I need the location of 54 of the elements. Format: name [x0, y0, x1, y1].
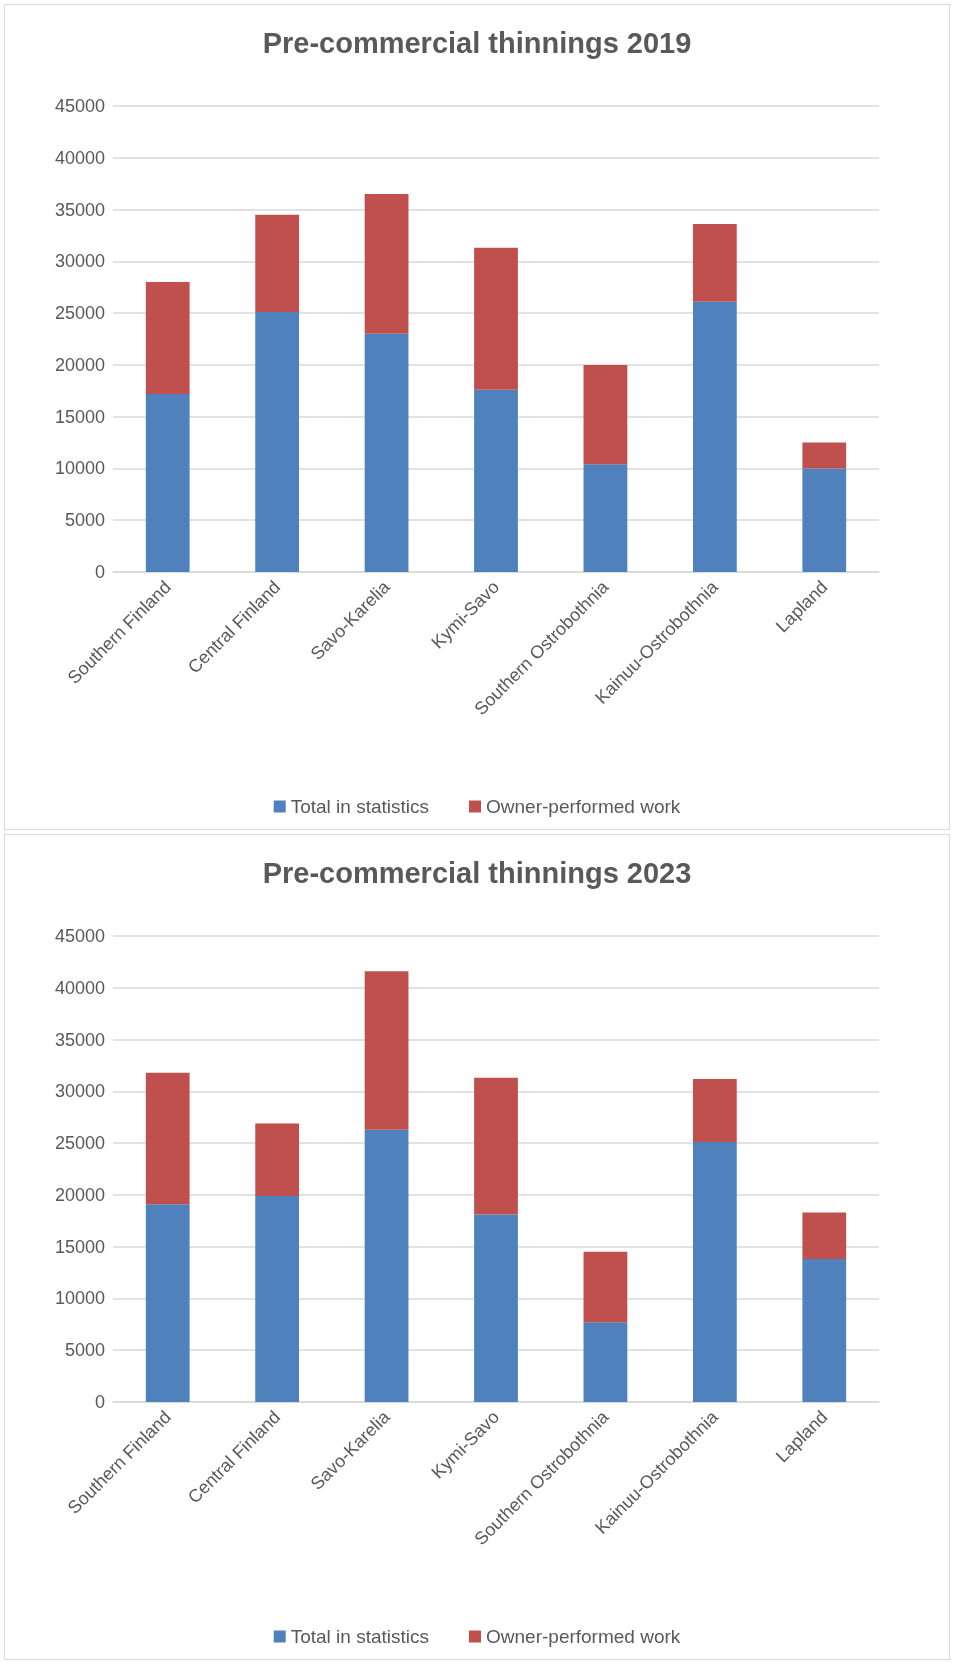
- bar: [145, 282, 190, 394]
- bar: [583, 364, 628, 465]
- bar: [583, 1251, 628, 1323]
- chart-title: Pre-commercial thinnings 2023: [262, 856, 692, 889]
- y-tick-label: 15000: [54, 1236, 105, 1257]
- y-tick-label: 45000: [54, 96, 105, 116]
- chart-title: Pre-commercial thinnings 2019: [262, 26, 692, 59]
- bar: [474, 389, 518, 572]
- y-tick-label: 25000: [54, 1133, 105, 1154]
- bar: [364, 194, 409, 334]
- y-tick-label: 30000: [54, 1081, 105, 1102]
- bar: [474, 1077, 518, 1215]
- bar: [692, 224, 737, 302]
- bar: [802, 468, 847, 572]
- bar: [692, 1078, 737, 1143]
- y-tick-label: 45000: [54, 926, 105, 946]
- legend-label: Total in statistics: [290, 1626, 430, 1647]
- bar: [255, 312, 300, 572]
- bar: [364, 333, 409, 572]
- y-tick-label: 0: [94, 562, 105, 582]
- bar: [364, 971, 409, 1130]
- y-tick-label: 25000: [54, 303, 105, 324]
- bar: [145, 393, 190, 572]
- bar: [692, 301, 737, 572]
- y-tick-label: 10000: [54, 458, 105, 479]
- y-tick-label: 35000: [54, 1029, 105, 1050]
- bar: [255, 214, 300, 313]
- bar: [145, 1204, 190, 1402]
- y-tick-label: 20000: [54, 354, 105, 375]
- y-tick-label: 5000: [64, 1340, 105, 1361]
- legend-label: Owner-performed work: [486, 1626, 681, 1647]
- bar: [364, 1129, 409, 1402]
- bar: [583, 1322, 628, 1402]
- y-tick-label: 15000: [54, 406, 105, 427]
- bar: [474, 1214, 518, 1402]
- y-tick-label: 5000: [64, 510, 105, 531]
- y-tick-label: 20000: [54, 1184, 105, 1205]
- bar: [583, 464, 628, 572]
- bar: [802, 1259, 847, 1402]
- bar: [255, 1123, 300, 1196]
- y-tick-label: 10000: [54, 1288, 105, 1309]
- bar: [802, 442, 847, 469]
- bar: [474, 247, 518, 390]
- y-tick-label: 40000: [54, 147, 105, 168]
- y-tick-label: 30000: [54, 251, 105, 272]
- y-tick-label: 0: [94, 1392, 105, 1412]
- y-tick-label: 40000: [54, 977, 105, 998]
- bar: [145, 1072, 190, 1205]
- legend-label: Total in statistics: [290, 796, 430, 817]
- bar: [255, 1195, 300, 1402]
- y-tick-label: 35000: [54, 199, 105, 220]
- legend-label: Owner-performed work: [486, 796, 681, 817]
- bar: [692, 1142, 737, 1402]
- bar: [802, 1212, 847, 1260]
